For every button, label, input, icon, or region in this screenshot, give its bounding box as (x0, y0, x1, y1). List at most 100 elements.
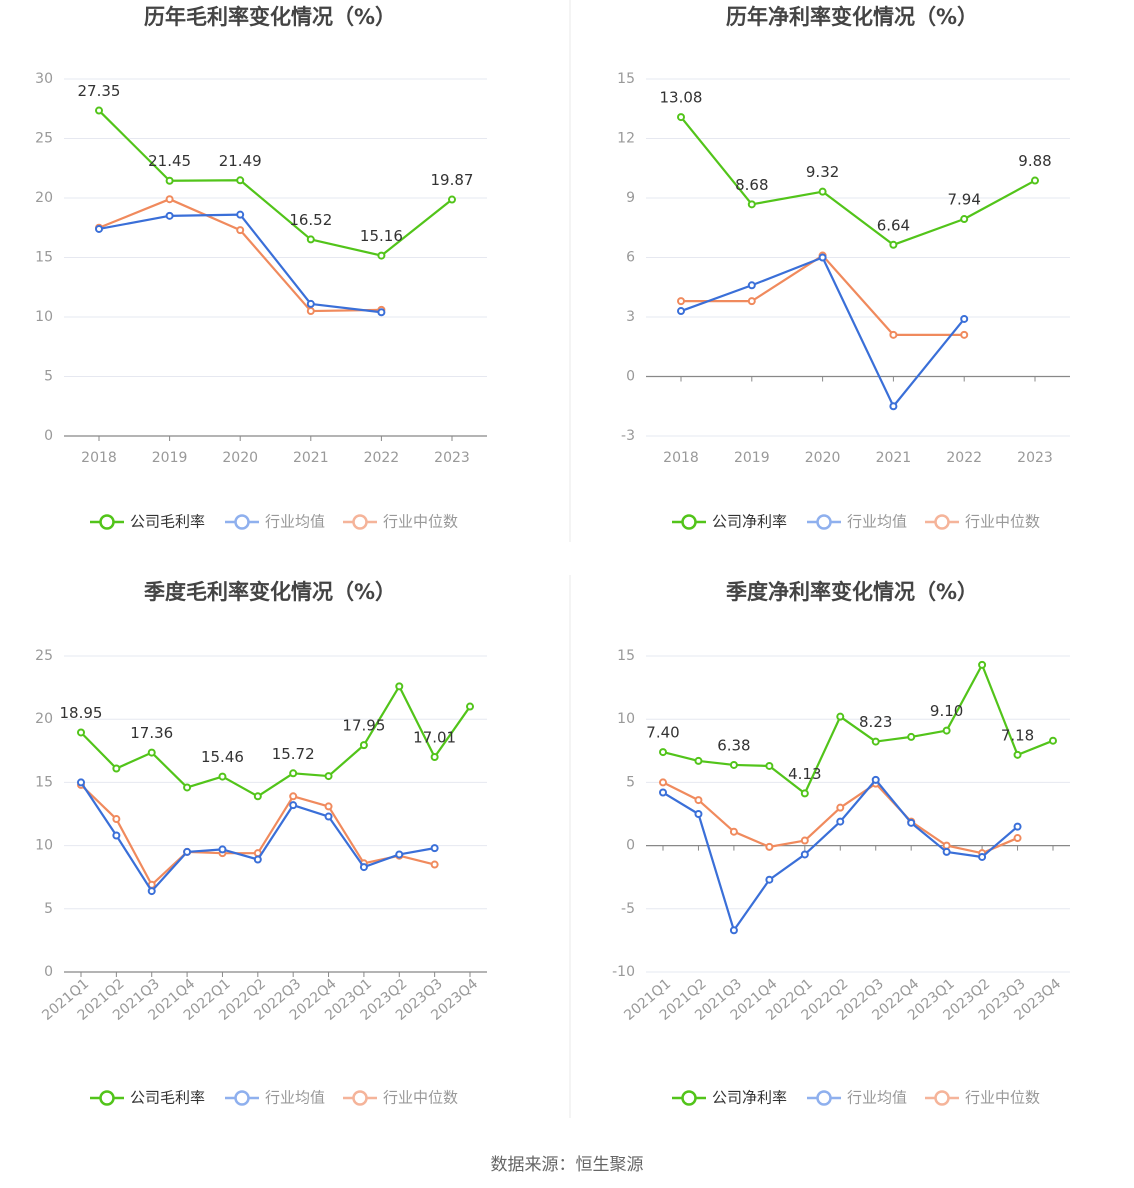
data-point-median (889, 330, 898, 339)
data-point-median (765, 842, 774, 851)
chart-4: 季度净利率变化情况（%）-10-50510152021Q12021Q22021Q… (612, 580, 1070, 1107)
legend-label-median: 行业中位数 (965, 513, 1040, 531)
data-label: 19.87 (431, 171, 474, 189)
y-tick-label: 9 (626, 190, 635, 206)
y-tick-label: 12 (617, 131, 635, 147)
data-point-median (659, 778, 667, 787)
y-tick-label: 10 (35, 309, 53, 325)
data-point-avg (395, 850, 404, 859)
data-point-company (960, 215, 969, 224)
y-tick-label: 0 (626, 369, 635, 385)
data-point-company (818, 187, 827, 196)
data-point-median (942, 841, 951, 850)
data-point-avg (324, 812, 333, 821)
data-label: 6.64 (877, 216, 910, 234)
y-tick-label: 20 (35, 190, 53, 206)
legend-marker-company (99, 1090, 115, 1106)
data-point-company (395, 682, 404, 691)
legend-label-company: 公司净利率 (712, 1089, 787, 1107)
legend-marker-median (934, 1090, 950, 1106)
data-point-company (942, 726, 951, 735)
data-label: 9.10 (930, 702, 963, 720)
data-point-median (306, 307, 315, 316)
data-point-avg (836, 817, 845, 826)
data-label: 15.72 (272, 745, 315, 763)
data-point-median (677, 297, 685, 306)
legend-label-median: 行业中位数 (965, 1089, 1040, 1107)
data-point-company (747, 200, 756, 209)
data-point-avg (677, 307, 685, 316)
x-tick-label: 2020 (222, 450, 258, 466)
y-tick-label: 0 (44, 428, 53, 444)
data-point-company (1013, 750, 1022, 759)
x-tick-label: 2022 (364, 450, 400, 466)
chart-title: 季度净利率变化情况（%） (726, 580, 978, 604)
data-label: 8.23 (859, 713, 892, 731)
data-point-avg (659, 788, 667, 797)
data-point-avg (889, 402, 898, 411)
data-point-company (306, 235, 315, 244)
data-point-avg (818, 253, 827, 262)
data-point-company (1049, 736, 1057, 745)
data-point-company (800, 789, 809, 798)
data-point-company (889, 240, 898, 249)
y-tick-label: 0 (44, 964, 53, 980)
data-label: 7.40 (646, 724, 679, 742)
y-tick-label: 6 (626, 250, 635, 266)
series-line-company (80, 685, 471, 798)
data-point-company (95, 106, 103, 115)
y-tick-label: 10 (617, 711, 635, 727)
data-label: 17.95 (342, 717, 385, 735)
x-tick-label: 2018 (663, 450, 699, 466)
data-point-avg (1013, 822, 1022, 831)
chart-title: 历年净利率变化情况（%） (726, 5, 978, 29)
y-tick-label: 5 (44, 901, 53, 917)
data-label: 15.16 (360, 227, 403, 245)
data-point-median (836, 803, 845, 812)
x-tick-label: 2023 (434, 450, 470, 466)
data-point-avg (747, 281, 756, 290)
x-tick-label: 2019 (152, 450, 188, 466)
data-point-company (377, 251, 386, 260)
data-label: 13.08 (660, 89, 703, 107)
data-point-company (289, 769, 298, 778)
series-line-avg (680, 256, 966, 408)
data-point-avg (729, 926, 738, 935)
data-point-avg (77, 778, 85, 787)
x-tick-label: 2021 (876, 450, 912, 466)
series-line-company (98, 109, 453, 257)
series-line-company (662, 663, 1054, 795)
legend-marker-avg (816, 514, 832, 530)
data-point-company (729, 760, 738, 769)
y-tick-label: 15 (617, 648, 635, 664)
data-label: 15.46 (201, 748, 244, 766)
legend-marker-avg (816, 1090, 832, 1106)
data-label: 17.36 (130, 724, 173, 742)
legend-marker-avg (234, 514, 250, 530)
data-point-median (324, 802, 333, 811)
data-point-avg (95, 224, 103, 233)
data-point-avg (765, 875, 774, 884)
chart-title: 历年毛利率变化情况（%） (144, 5, 396, 29)
y-tick-label: 25 (35, 131, 53, 147)
y-tick-label: 15 (617, 71, 635, 87)
data-point-avg (289, 801, 298, 810)
data-point-company (907, 732, 916, 741)
legend-marker-company (681, 1090, 697, 1106)
data-point-company (430, 752, 439, 761)
data-point-company (836, 712, 845, 721)
legend-label-avg: 行业均值 (847, 513, 907, 531)
chart-2: 历年净利率变化情况（%） -3 0 3 6 9 12 15 2018 2019 2020 2021 20… (617, 5, 1070, 531)
legend-label-company: 公司净利率 (712, 513, 787, 531)
data-point-median (289, 792, 298, 801)
data-point-company (183, 783, 192, 792)
data-point-company (77, 728, 85, 737)
data-point-median (1013, 834, 1022, 843)
chart-3: 季度毛利率变化情况（%）05101520252021Q12021Q22021Q3… (35, 580, 487, 1107)
series-line-avg (662, 778, 1019, 932)
data-point-company (324, 772, 333, 781)
y-tick-label: 25 (35, 648, 53, 664)
data-point-median (960, 330, 969, 339)
data-point-company (978, 660, 987, 669)
data-point-median (800, 836, 809, 845)
